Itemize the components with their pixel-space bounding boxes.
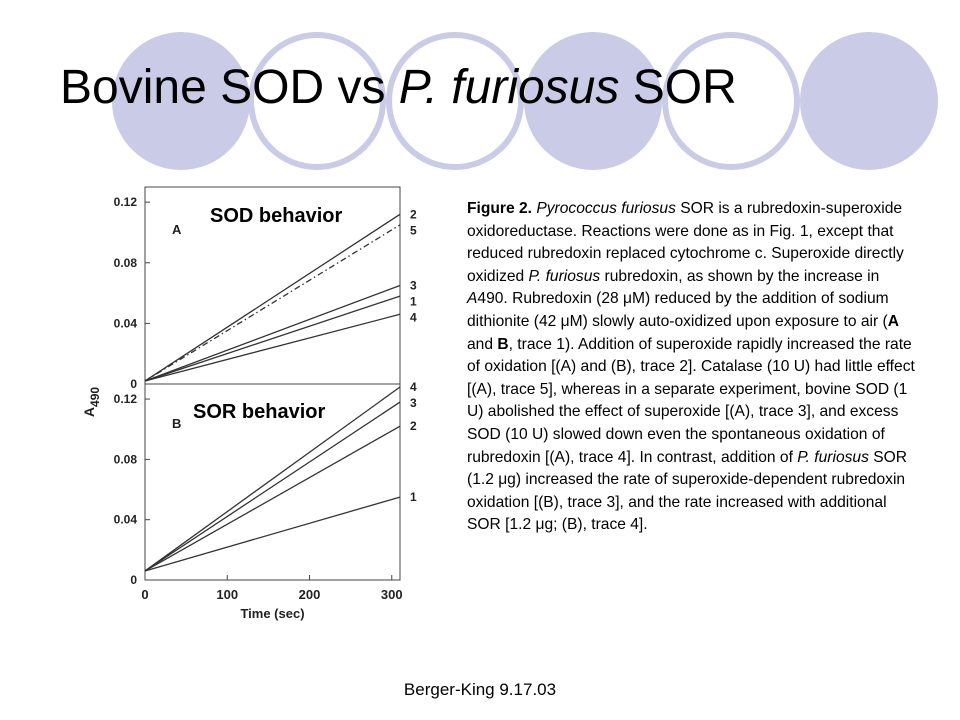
slide-title: Bovine SOD vs P. furiosus SOR <box>60 60 737 115</box>
panel-a-series-5-line <box>144 224 401 382</box>
caption-and: and <box>467 335 498 353</box>
panel-a-series-2-line <box>144 213 401 382</box>
caption-text-3: 490. Rubredoxin (28 μM) reduced by the a… <box>467 290 889 330</box>
decor-circle-5 <box>662 32 800 170</box>
panel-a-series-1-line <box>144 295 401 382</box>
panel-a-series-2-label: 2 <box>410 207 417 221</box>
panel-a-series-4-label: 4 <box>410 311 417 325</box>
y-axis-label: A490 <box>81 387 102 417</box>
panel-b-series-2-line <box>144 425 401 572</box>
decor-circle-4 <box>524 32 662 170</box>
panel-b-ytick-label: 0.08 <box>114 452 138 466</box>
panel-a-series-3-line <box>144 284 401 382</box>
caption-bold-a: A <box>887 312 899 330</box>
panel-a-series-4-line <box>144 313 401 382</box>
decor-circle-6 <box>800 32 938 170</box>
figure-chart: 0 0.04 0.08 0.12 2 5 3 1 4 0 0.04 0.08 0.12 4 3 2 1 A B SOD… <box>81 186 417 621</box>
caption-text-4: , trace 1). Addition of superoxide rapid… <box>467 335 915 466</box>
caption-italic-2: P. furiosus <box>528 267 601 285</box>
title-text-1: Bovine SOD vs <box>60 61 399 114</box>
caption-figure-label: Figure 2. <box>467 200 532 217</box>
panel-a-ytick-label: 0 <box>130 377 137 391</box>
x-tick-label: 300 <box>381 587 403 602</box>
panel-b-ytick-label: 0 <box>130 573 137 587</box>
panel-b-ytick-label: 0.12 <box>114 392 138 406</box>
panel-b-ytick-label: 0.04 <box>114 513 138 527</box>
panel-b-series-3-line <box>144 401 401 572</box>
panel-b-series-1-line <box>144 496 401 572</box>
x-tick-label: 0 <box>141 587 148 602</box>
caption-text-1: SOR is a rubredoxin-superoxide oxidoredu… <box>467 200 904 285</box>
figure-caption: Figure 2. Pyrococcus furiosus SOR is a r… <box>467 198 917 537</box>
panel-a-ytick-label: 0.12 <box>114 195 138 209</box>
panel-a-overlay-label: SOD behavior <box>210 205 342 227</box>
panel-b-series-3-label: 3 <box>410 396 417 410</box>
decor-circle-1 <box>112 32 250 170</box>
title-text-3: SOR <box>619 61 737 114</box>
panel-a-ytick-label: 0.04 <box>114 316 138 330</box>
y-axis-label-main: A <box>81 407 97 417</box>
panel-b-series-2-label: 2 <box>410 419 417 433</box>
panel-b-overlay-label: SOR behavior <box>193 401 325 423</box>
panel-b-letter: B <box>172 416 181 431</box>
panel-a-series-5-label: 5 <box>410 223 417 237</box>
caption-bold-b: B <box>497 335 509 353</box>
y-axis-label-sub: 490 <box>88 387 102 407</box>
x-tick-label: 100 <box>216 587 238 602</box>
x-tick-label: 200 <box>299 587 321 602</box>
caption-text-5: SOR (1.2 μg) increased the rate of super… <box>467 448 908 534</box>
caption-italic-1: Pyrococcus furiosus <box>536 200 676 217</box>
decor-circle-3 <box>386 32 524 170</box>
panel-b-series-4-label: 4 <box>410 380 417 394</box>
panel-a-ytick-label: 0.08 <box>114 256 138 270</box>
caption-italic-5: P. furiosus <box>797 448 869 466</box>
caption-italic-3: A <box>467 290 478 308</box>
panel-a-series-1-label: 1 <box>410 295 417 309</box>
caption-text-2: rubredoxin, as shown by the increase in <box>600 267 880 285</box>
x-axis-label: Time (sec) <box>240 606 304 621</box>
decor-circle-2 <box>248 32 386 170</box>
panel-b-series-1-label: 1 <box>410 490 417 504</box>
panel-b-series-4-line <box>144 386 401 572</box>
slide-footer: Berger-King 9.17.03 <box>403 680 557 699</box>
title-text-italic: P. furiosus <box>398 61 620 114</box>
panel-a-letter: A <box>172 222 182 237</box>
panel-a-series-3-label: 3 <box>410 279 417 293</box>
